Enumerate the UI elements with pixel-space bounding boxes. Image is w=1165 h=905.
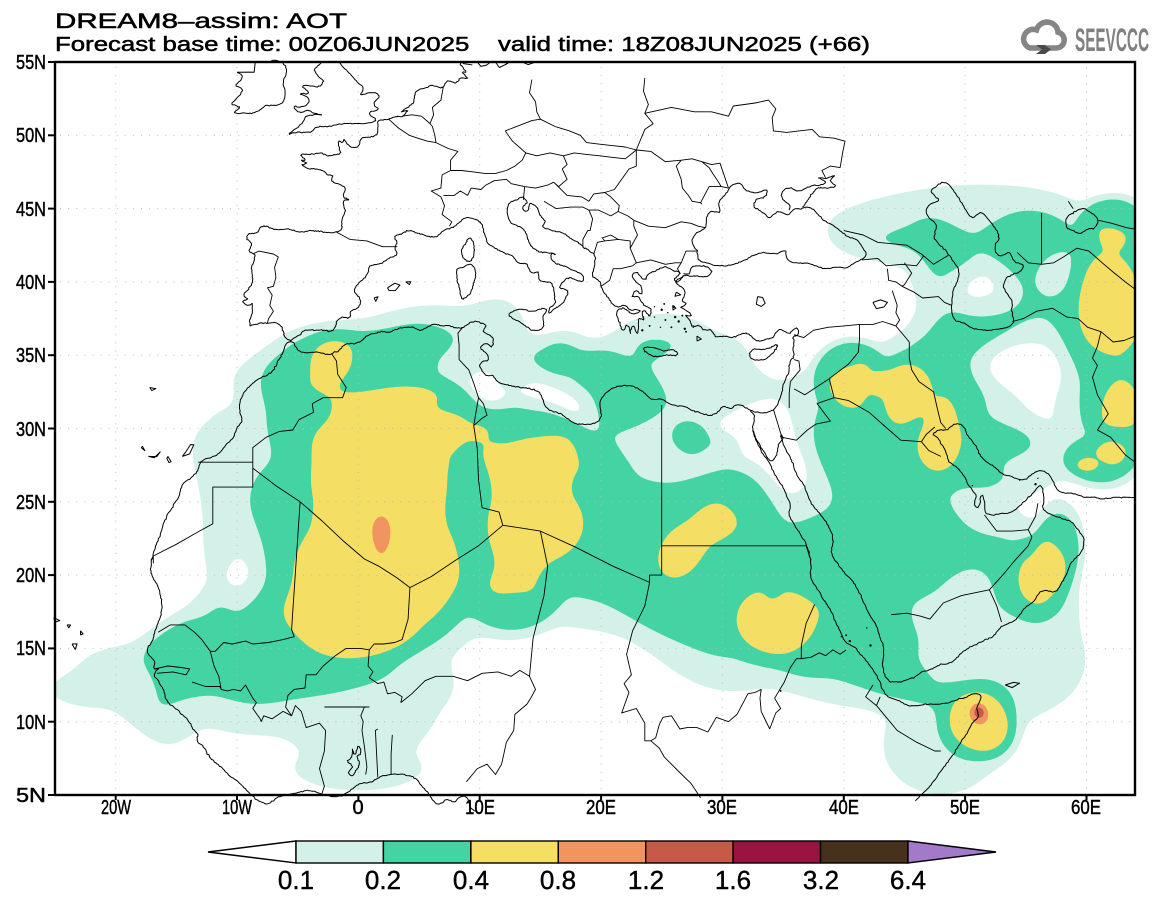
svg-text:SEEVCCC: SEEVCCC	[1075, 22, 1149, 58]
svg-text:0.4: 0.4	[453, 865, 489, 895]
svg-text:0.1: 0.1	[278, 865, 314, 895]
svg-text:1.2: 1.2	[628, 865, 664, 895]
svg-text:3.2: 3.2	[803, 865, 839, 895]
svg-text:0: 0	[352, 797, 363, 819]
svg-text:45N: 45N	[16, 199, 46, 221]
svg-text:50N: 50N	[16, 125, 46, 147]
svg-text:10W: 10W	[222, 797, 252, 819]
svg-text:20E: 20E	[586, 797, 616, 819]
svg-text:Forecast base time: 00Z06JUN20: Forecast base time: 00Z06JUN2025 valid t…	[55, 34, 870, 56]
svg-text:35N: 35N	[16, 345, 46, 367]
svg-text:30N: 30N	[16, 419, 46, 441]
svg-text:40E: 40E	[829, 797, 859, 819]
svg-text:1.6: 1.6	[715, 865, 751, 895]
svg-text:55N: 55N	[16, 52, 46, 74]
svg-text:20W: 20W	[101, 797, 131, 819]
svg-text:0.2: 0.2	[365, 865, 401, 895]
svg-text:0.8: 0.8	[540, 865, 576, 895]
svg-text:15N: 15N	[16, 638, 46, 660]
svg-text:25N: 25N	[16, 492, 46, 514]
svg-text:40N: 40N	[16, 272, 46, 294]
svg-text:50E: 50E	[950, 797, 980, 819]
svg-text:10E: 10E	[465, 797, 495, 819]
svg-text:60E: 60E	[1071, 797, 1101, 819]
svg-text:10N: 10N	[16, 712, 46, 734]
svg-text:5N: 5N	[16, 785, 46, 807]
svg-text:30E: 30E	[707, 797, 737, 819]
svg-text:6.4: 6.4	[890, 865, 926, 895]
svg-text:DREAM8–assim: AOT: DREAM8–assim: AOT	[55, 10, 347, 33]
svg-text:20N: 20N	[16, 565, 46, 587]
